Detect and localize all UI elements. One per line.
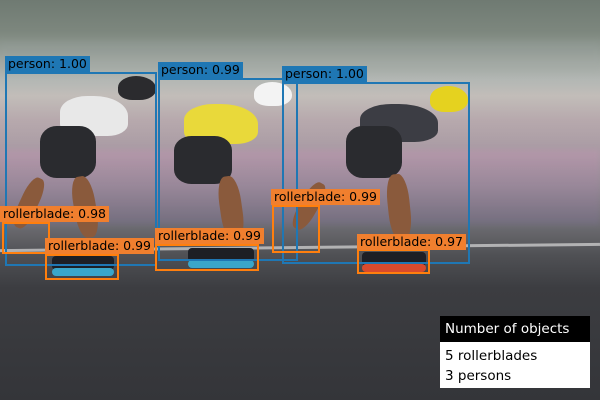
object-count-legend: Number of objects 5 rollerblades 3 perso… [440,316,590,388]
skater-middle-helmet [254,82,292,106]
rollerblade-label-4: rollerblade: 0.99 [271,189,380,205]
background-fence [0,42,600,68]
legend-person-count: 3 persons [445,368,512,384]
person-label-3: person: 1.00 [282,66,367,82]
skater-middle-wheels [188,260,254,268]
skater-right-helmet [430,86,468,112]
skater-right-shorts [346,126,402,178]
rollerblade-box-2 [45,254,119,280]
legend-title: Number of objects [440,316,590,342]
skater-left-skate [52,256,114,270]
rollerblade-label-3: rollerblade: 0.99 [155,228,264,244]
rollerblade-box-3 [155,244,259,271]
person-label-2: person: 0.99 [158,62,243,78]
rollerblade-label-1: rollerblade: 0.98 [0,206,109,222]
person-label-1: person: 1.00 [5,56,90,72]
skater-left-helmet [118,76,156,100]
skater-left-shorts [40,126,96,178]
skater-left-wheels [52,268,114,276]
rollerblade-box-4 [272,205,320,253]
rollerblade-label-5: rollerblade: 0.97 [357,234,466,250]
person-box-2 [158,78,298,261]
legend-body: 5 rollerblades 3 persons [440,342,590,388]
legend-rollerblade-count: 5 rollerblades [445,348,538,364]
rollerblade-label-2: rollerblade: 0.99 [45,238,154,254]
rollerblade-box-1 [2,222,50,254]
person-box-1 [5,72,157,266]
person-box-3 [282,82,470,264]
rollerblade-box-5 [357,249,430,274]
skater-middle-skate [188,248,254,262]
skater-right-wheels [362,264,426,272]
